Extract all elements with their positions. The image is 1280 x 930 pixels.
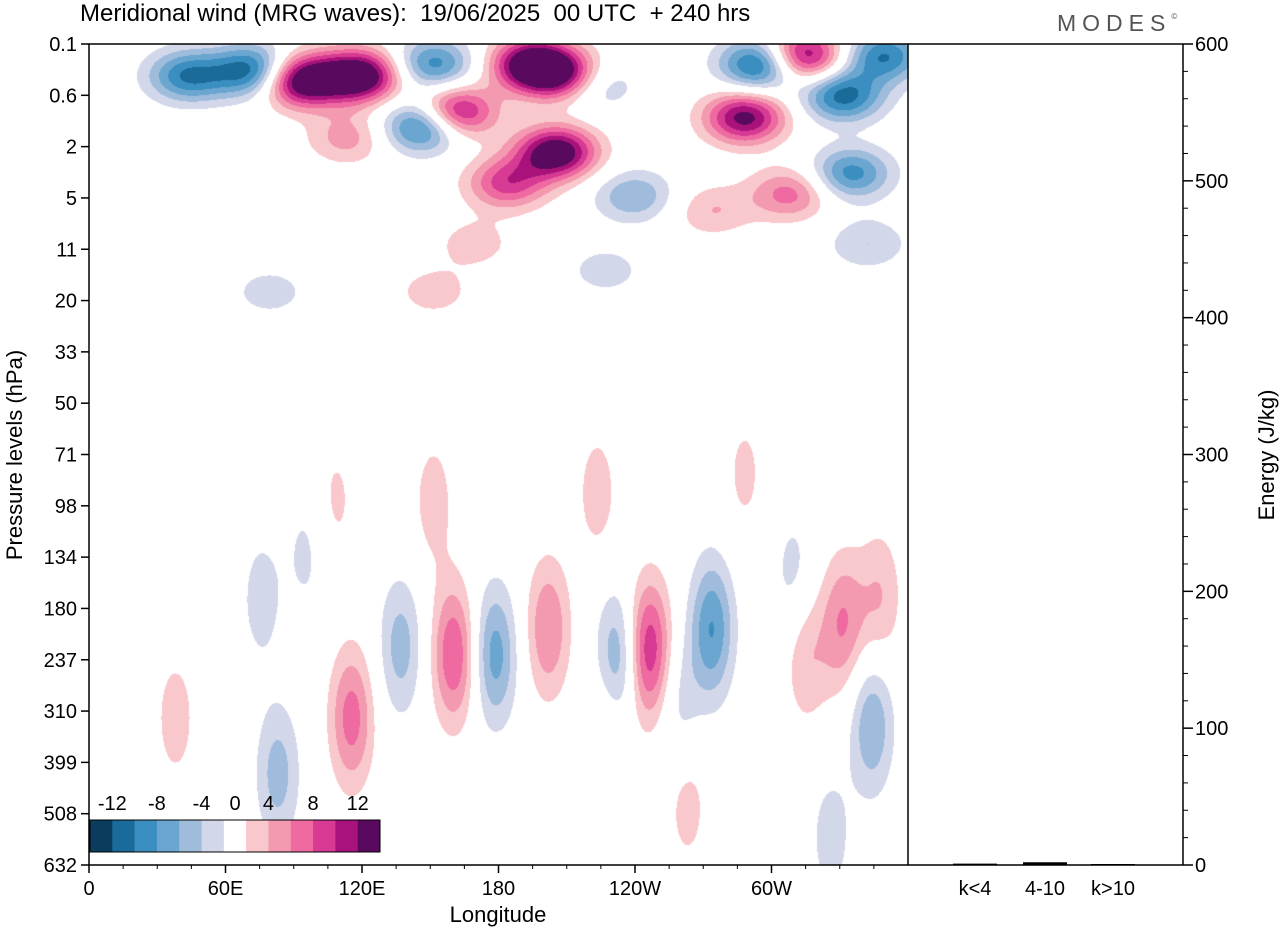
colorbar-swatch xyxy=(357,820,381,852)
modes-logo: MODES© xyxy=(1057,10,1177,37)
colorbar-swatch xyxy=(179,820,203,852)
energy-category-label: k>10 xyxy=(1091,878,1135,900)
energy-bar-chart: 0 100 200 300 400 500 600 k<4 4-10 k>10 xyxy=(908,34,1228,900)
logo-mark: © xyxy=(1171,12,1178,21)
colorbar-swatch xyxy=(268,820,292,852)
colorbar-swatch xyxy=(90,820,113,852)
colorbar-swatch xyxy=(335,820,359,852)
logo-text: MODES xyxy=(1057,10,1172,36)
y-tick-label: 0.6 xyxy=(49,85,77,107)
wind-contour-field xyxy=(89,44,908,865)
colorbar-swatch xyxy=(134,820,158,852)
x-axis: 0 60E 120E 180 120W 60W xyxy=(83,865,875,900)
energy-tick-label: 200 xyxy=(1195,581,1228,603)
y-tick-label: 0.1 xyxy=(49,34,77,56)
y-tick-label: 11 xyxy=(56,239,77,261)
energy-bar xyxy=(953,863,997,865)
x-tick-label: 60E xyxy=(208,878,244,900)
energy-tick-label: 300 xyxy=(1195,445,1228,467)
y-tick-label: 98 xyxy=(55,496,77,518)
colorbar-label: -12 xyxy=(98,793,127,815)
colorbar-swatch xyxy=(201,820,225,852)
y-tick-label: 237 xyxy=(44,650,77,672)
colorbar-label: -8 xyxy=(148,793,166,815)
x-axis-title: Longitude xyxy=(450,902,547,927)
energy-tick-label: 100 xyxy=(1195,718,1228,740)
x-tick-label: 60W xyxy=(751,878,792,900)
y-tick-label: 5 xyxy=(66,188,77,210)
colorbar-label: 4 xyxy=(263,793,274,815)
colorbar-swatch xyxy=(246,820,269,852)
y-tick-label: 2 xyxy=(66,137,77,159)
colorbar-swatch xyxy=(156,820,180,852)
energy-bar xyxy=(1023,862,1067,865)
colorbar-swatch xyxy=(112,820,136,852)
chart-title: Meridional wind (MRG waves): 19/06/2025 … xyxy=(80,0,751,27)
x-tick-label: 180 xyxy=(482,878,515,900)
energy-tick-label: 0 xyxy=(1195,855,1206,877)
x-tick-label: 0 xyxy=(83,878,94,900)
energy-tick-label: 500 xyxy=(1195,171,1228,193)
colorbar-label: -4 xyxy=(193,793,211,815)
energy-tick-label: 600 xyxy=(1195,34,1228,56)
energy-category-label: 4-10 xyxy=(1025,878,1065,900)
energy-tick-label: 400 xyxy=(1195,308,1228,330)
colorbar-label: 12 xyxy=(347,793,369,815)
colorbar-swatch xyxy=(313,820,336,852)
colorbar-label: 0 xyxy=(229,793,240,815)
y-tick-label: 180 xyxy=(44,598,77,620)
y-tick-label: 310 xyxy=(44,701,77,723)
y-tick-label: 20 xyxy=(55,291,77,313)
y-axis-title: Pressure levels (hPa) xyxy=(2,350,27,560)
y-tick-label: 508 xyxy=(44,804,77,826)
y-tick-label: 632 xyxy=(44,855,77,877)
wind-contours xyxy=(89,44,908,865)
colorbar-swatch xyxy=(223,820,247,852)
energy-category-label: k<4 xyxy=(959,878,992,900)
y-tick-label: 33 xyxy=(55,342,77,364)
colorbar-frame xyxy=(89,819,381,853)
x-tick-label: 120E xyxy=(339,878,386,900)
x-tick-label: 120W xyxy=(609,878,661,900)
y-tick-label: 50 xyxy=(55,393,77,415)
energy-axis-title: Energy (J/kg) xyxy=(1254,390,1279,521)
colorbar-swatch xyxy=(290,820,314,852)
y-axis: 0.1 0.6 2 5 11 20 33 50 71 98 134 180 237 310 399 508 63… xyxy=(44,34,89,877)
y-tick-label: 71 xyxy=(55,445,77,467)
colorbar: -12 -8 -4 0 4 8 12 xyxy=(89,793,381,853)
y-tick-label: 134 xyxy=(44,547,77,569)
colorbar-label: 8 xyxy=(308,793,319,815)
y-tick-label: 399 xyxy=(44,752,77,774)
energy-bar xyxy=(1091,864,1135,865)
